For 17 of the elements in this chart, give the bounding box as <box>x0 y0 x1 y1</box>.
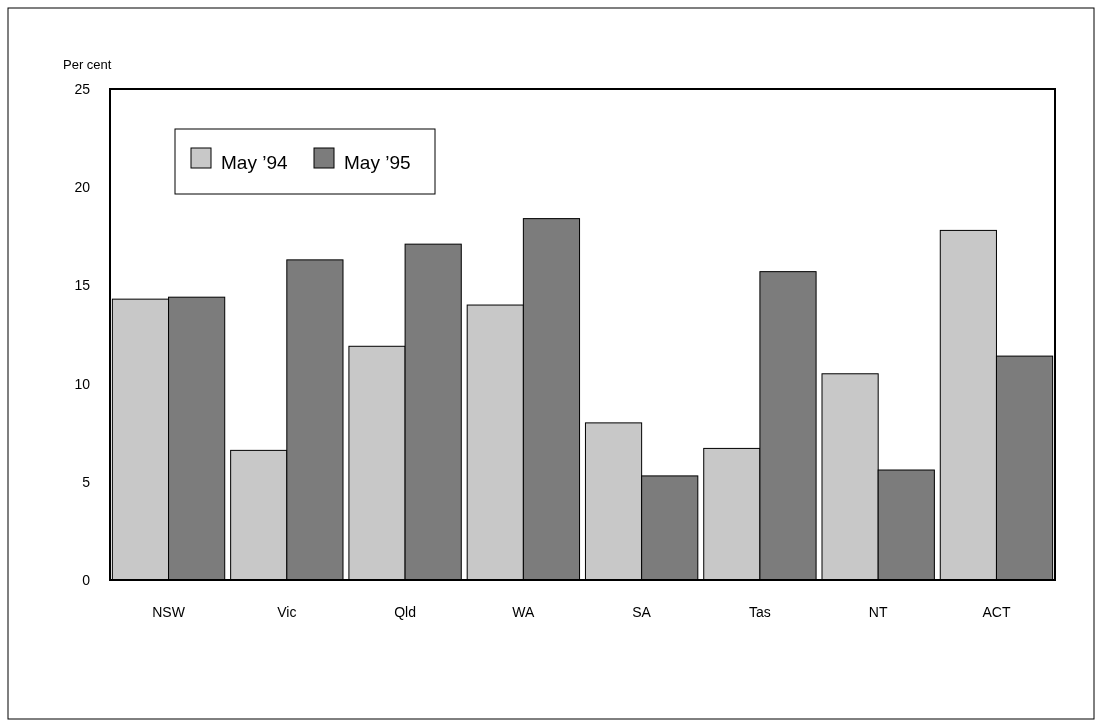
y-tick-label: 10 <box>74 375 91 392</box>
x-tick-label: ACT <box>982 604 1011 620</box>
x-tick-label: Tas <box>749 604 771 620</box>
x-tick-label: NT <box>868 604 888 620</box>
legend-label: May ’94 <box>221 152 288 173</box>
y-tick-label: 20 <box>74 179 91 196</box>
x-tick-label: WA <box>512 604 536 620</box>
x-tick-label: Qld <box>394 604 416 620</box>
y-tick-label: 0 <box>82 571 91 588</box>
x-tick-label: NSW <box>152 604 186 620</box>
y-tick-label: 25 <box>74 80 91 97</box>
x-tick-label: SA <box>632 604 652 620</box>
legend-label: May ’95 <box>344 152 411 173</box>
y-axis-title: Per cent <box>63 57 112 72</box>
y-tick-label: 15 <box>74 277 91 294</box>
x-tick-label: Vic <box>277 604 297 620</box>
y-tick-label: 5 <box>82 473 91 490</box>
